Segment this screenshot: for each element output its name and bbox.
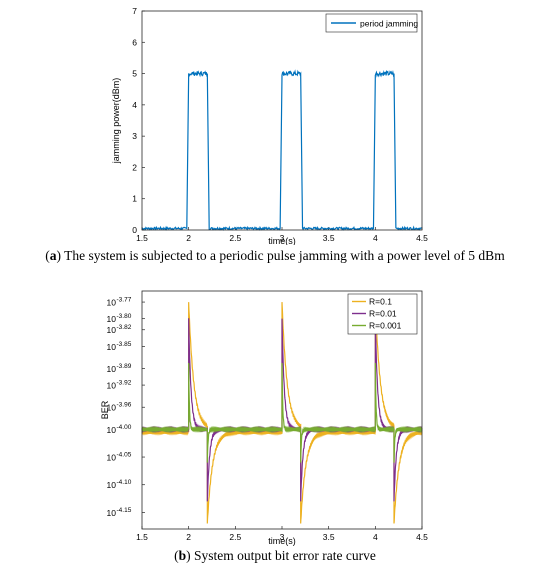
legend-b: R=0.1 R=0.01 R=0.001 bbox=[347, 293, 418, 335]
y-tick-exponent-b: -3.92 bbox=[117, 380, 132, 387]
y-tick-label-b: 10 bbox=[107, 480, 117, 490]
y-tick-label-b: 10 bbox=[107, 298, 117, 308]
legend-b-label-1: R=0.1 bbox=[369, 297, 392, 307]
y-tick-exponent-b: -4.10 bbox=[117, 479, 132, 486]
y-tick-label-b: 10 bbox=[107, 381, 117, 391]
x-tick-label-b: 2 bbox=[186, 532, 191, 542]
x-tick-label-a: 2.5 bbox=[229, 233, 241, 243]
x-tick-label-a: 3 bbox=[280, 233, 285, 243]
legend-a-label: period jamming bbox=[360, 19, 418, 29]
y-tick-label-a: 0 bbox=[132, 225, 137, 235]
y-tick-exponent-b: -3.80 bbox=[117, 313, 132, 320]
y-tick-exponent-b: -3.85 bbox=[117, 341, 132, 348]
x-tick-label-b: 1.5 bbox=[136, 532, 148, 542]
series-period-jamming bbox=[141, 69, 423, 231]
y-tick-label-b: 10 bbox=[107, 364, 117, 374]
y-tick-exponent-b: -3.77 bbox=[117, 297, 132, 304]
y-tick-label-a: 3 bbox=[132, 131, 137, 141]
x-tick-label-b: 4.5 bbox=[416, 532, 428, 542]
caption-a-text: The system is subjected to a periodic pu… bbox=[61, 248, 505, 263]
x-tick-label-a: 2 bbox=[186, 233, 191, 243]
y-tick-label-a: 7 bbox=[132, 6, 137, 16]
y-tick-exponent-b: -4.00 bbox=[117, 424, 132, 431]
y-tick-label-a: 4 bbox=[132, 100, 137, 110]
legend-a-box bbox=[325, 13, 418, 33]
y-axis-label-b: BER bbox=[100, 400, 110, 419]
y-tick-label-b: 10 bbox=[107, 314, 117, 324]
legend-b-label-3: R=0.001 bbox=[369, 321, 402, 331]
y-tick-exponent-b: -3.89 bbox=[117, 363, 132, 370]
caption-b-text: System output bit error rate curve bbox=[190, 548, 376, 563]
legend-b-label-2: R=0.01 bbox=[369, 309, 397, 319]
caption-b-letter: b bbox=[178, 548, 187, 563]
x-tick-label-b: 4 bbox=[373, 532, 378, 542]
series-r-0-001 bbox=[141, 362, 423, 463]
y-tick-label-b: 10 bbox=[107, 508, 117, 518]
x-axis-label-b: time(s) bbox=[268, 536, 296, 546]
x-tick-label-b: 3.5 bbox=[323, 532, 335, 542]
y-tick-exponent-b: -3.82 bbox=[117, 324, 132, 331]
x-tick-label-a: 1.5 bbox=[136, 233, 148, 243]
x-tick-label-b: 3 bbox=[280, 532, 285, 542]
x-tick-label-a: 4.5 bbox=[416, 233, 428, 243]
y-tick-label-a: 5 bbox=[132, 69, 137, 79]
y-tick-label-b: 10 bbox=[107, 325, 117, 335]
plot-a-frame bbox=[141, 10, 423, 231]
y-tick-label-a: 1 bbox=[132, 194, 137, 204]
legend-a: period jamming bbox=[325, 13, 418, 33]
plot-b-frame bbox=[141, 290, 423, 530]
caption-a: (a) The system is subjected to a periodi… bbox=[45, 248, 505, 263]
y-tick-label-a: 6 bbox=[132, 37, 137, 47]
jamming-power-chart: 1.5 2 2.5 3 3.5 4 4.5 0 1 2 3 4 5 6 7 period jamming t… bbox=[111, 6, 428, 245]
x-tick-label-a: 3.5 bbox=[323, 233, 335, 243]
y-tick-exponent-b: -4.15 bbox=[117, 507, 132, 514]
x-axis-label-a: time(s) bbox=[268, 236, 296, 245]
y-tick-exponent-b: -4.05 bbox=[117, 452, 132, 459]
x-tick-label-a: 4 bbox=[373, 233, 378, 243]
y-tick-label-a: 2 bbox=[132, 162, 137, 172]
y-tick-label-b: 10 bbox=[107, 453, 117, 463]
caption-a-letter: a bbox=[49, 248, 57, 263]
caption-b: (b) System output bit error rate curve bbox=[174, 548, 376, 563]
x-tick-label-b: 2.5 bbox=[229, 532, 241, 542]
y-tick-exponent-b: -3.96 bbox=[117, 402, 132, 409]
y-axis-label-a: jamming power(dBm) bbox=[111, 78, 121, 165]
y-tick-label-b: 10 bbox=[107, 342, 117, 352]
y-tick-label-b: 10 bbox=[107, 425, 117, 435]
y-tick-label-b: 10 bbox=[107, 403, 117, 413]
